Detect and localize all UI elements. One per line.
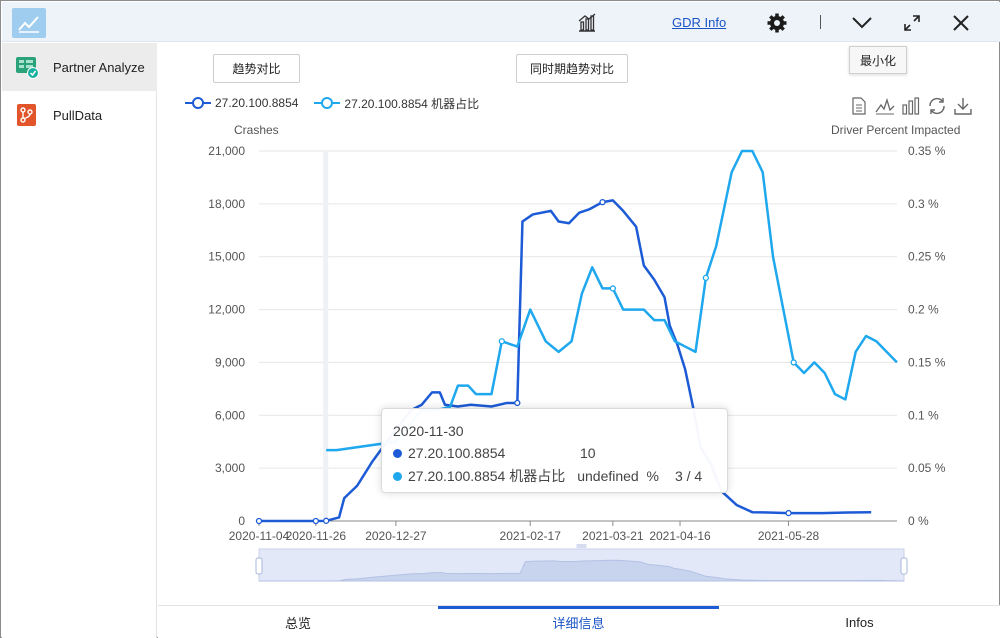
y-tick-label: 3,000 [215,461,245,475]
tooltip-series-name: 27.20.100.8854 [408,445,506,461]
y-tick-label: 12,000 [208,303,245,317]
title-separator [820,15,821,29]
sidebar: Partner Analyze PullData [2,43,157,638]
series-dot-icon [393,471,402,481]
chevron-down-icon[interactable] [848,10,876,36]
same-period-compare-button[interactable]: 同时期趋势对比 [516,54,628,83]
y2-axis-ticks: 0 % 0.05 % 0.1 % 0.15 % 0.2 % 0.25 % 0.3 % 0.35… [908,144,946,528]
tooltip-series-name: 27.20.100.8854 机器占比 [408,468,566,484]
sidebar-item-pull-data[interactable]: PullData [2,91,157,139]
data-point [785,509,792,517]
zoom-preview-area [259,559,905,582]
y2-tick-label: 0.2 % [908,303,939,317]
data-zoom-slider[interactable] [255,544,908,582]
y-tick-label: 18,000 [208,197,245,211]
gdr-info-link[interactable]: GDR Info [672,15,727,30]
data-point [514,399,521,407]
minimize-tooltip: 最小化 [849,46,907,74]
y2-tick-label: 0 % [908,514,929,528]
y2-tick-label: 0.1 % [908,408,939,422]
tooltip-date: 2020-11-30 [393,423,464,439]
y2-tick-label: 0.15 % [908,355,946,369]
data-point [702,274,710,282]
data-point [323,517,330,524]
chart-icon[interactable] [574,10,600,36]
tooltip-row: 27.20.100.8854 机器占比 undefined % 3 / 4 [393,466,702,486]
chart-legend: 27.20.100.8854 27.20.100.8854 机器占比 [185,94,495,112]
y-tick-label: 6,000 [215,408,245,422]
restore-icon[interactable] [927,96,947,116]
y-axis-ticks: 0 3,000 6,000 9,000 12,000 15,000 18,000 21,000 [208,144,245,528]
y-tick-label: 0 [238,514,245,528]
x-tick-label: 2020-11-26 [286,529,347,543]
zoom-handle-left [255,557,263,575]
legend-item-series-1[interactable]: 27.20.100.8854 [185,96,298,110]
x-tick-label: 2021-03-21 [582,529,644,543]
y2-tick-label: 0.05 % [908,461,946,475]
tooltip-value: 10 [580,445,596,461]
tooltip-value: undefined % [577,468,659,484]
sidebar-item-partner-analyze[interactable]: Partner Analyze [2,43,157,91]
x-tick-label: 2021-04-16 [649,529,711,543]
data-point [599,198,606,206]
fullscreen-icon[interactable] [899,10,925,36]
legend-label: 27.20.100.8854 机器占比 [344,96,480,111]
settings-gear-icon[interactable] [764,10,790,36]
partner-analyze-icon [15,55,39,79]
line-chart-icon[interactable] [875,96,895,116]
data-point [312,517,319,525]
active-tab-indicator [438,606,719,609]
download-icon[interactable] [953,96,973,116]
y-axis-name: Crashes [234,123,279,137]
bar-chart-icon[interactable] [901,96,921,116]
y2-tick-label: 0.35 % [908,144,946,158]
data-point [790,359,797,366]
sidebar-item-label: Partner Analyze [53,59,145,75]
legend-item-series-2[interactable]: 27.20.100.8854 机器占比 [314,95,479,112]
x-tick-label: 2021-05-28 [758,529,820,543]
legend-label: 27.20.100.8854 [215,96,299,110]
zoom-move-handle [576,544,587,548]
tooltip-row: 27.20.100.8854 10 [393,445,596,461]
y-tick-label: 21,000 [208,144,245,158]
data-point [609,285,617,292]
tab-infos[interactable]: Infos [845,615,874,630]
zoom-handle-right [900,557,908,575]
tab-overview[interactable]: 总览 [284,616,311,631]
y2-tick-label: 0.3 % [908,197,939,211]
data-view-icon[interactable] [849,96,869,116]
x-tick-label: 2020-11-04 [229,529,290,543]
data-point [255,517,263,525]
pull-data-icon [15,103,39,127]
bottom-tab-bar: 总览 详细信息 Infos [158,605,1000,638]
hover-axis-pointer [323,151,329,521]
chart-tooltip: 2020-11-30 27.20.100.8854 10 27.20.100.8… [381,408,728,493]
title-bar: GDR Info [2,2,1000,42]
y2-axis-name: Driver Percent Impacted [831,123,961,137]
series-line-2 [326,149,898,452]
x-tick-label: 2020-12-27 [365,529,427,543]
close-icon[interactable] [948,10,974,36]
series-dot-icon [393,448,402,458]
chart-toolbox [849,96,973,116]
trend-compare-button[interactable]: 趋势对比 [213,54,300,83]
y-tick-label: 15,000 [208,250,245,264]
sidebar-item-label: PullData [53,107,103,123]
y2-tick-label: 0.25 % [908,250,946,264]
x-tick-label: 2021-02-17 [500,529,562,543]
y-tick-label: 9,000 [215,355,245,369]
tab-details[interactable]: 详细信息 [552,616,605,631]
data-point [498,338,505,345]
app-logo-icon [12,8,46,38]
tooltip-extra: 3 / 4 [674,468,703,484]
